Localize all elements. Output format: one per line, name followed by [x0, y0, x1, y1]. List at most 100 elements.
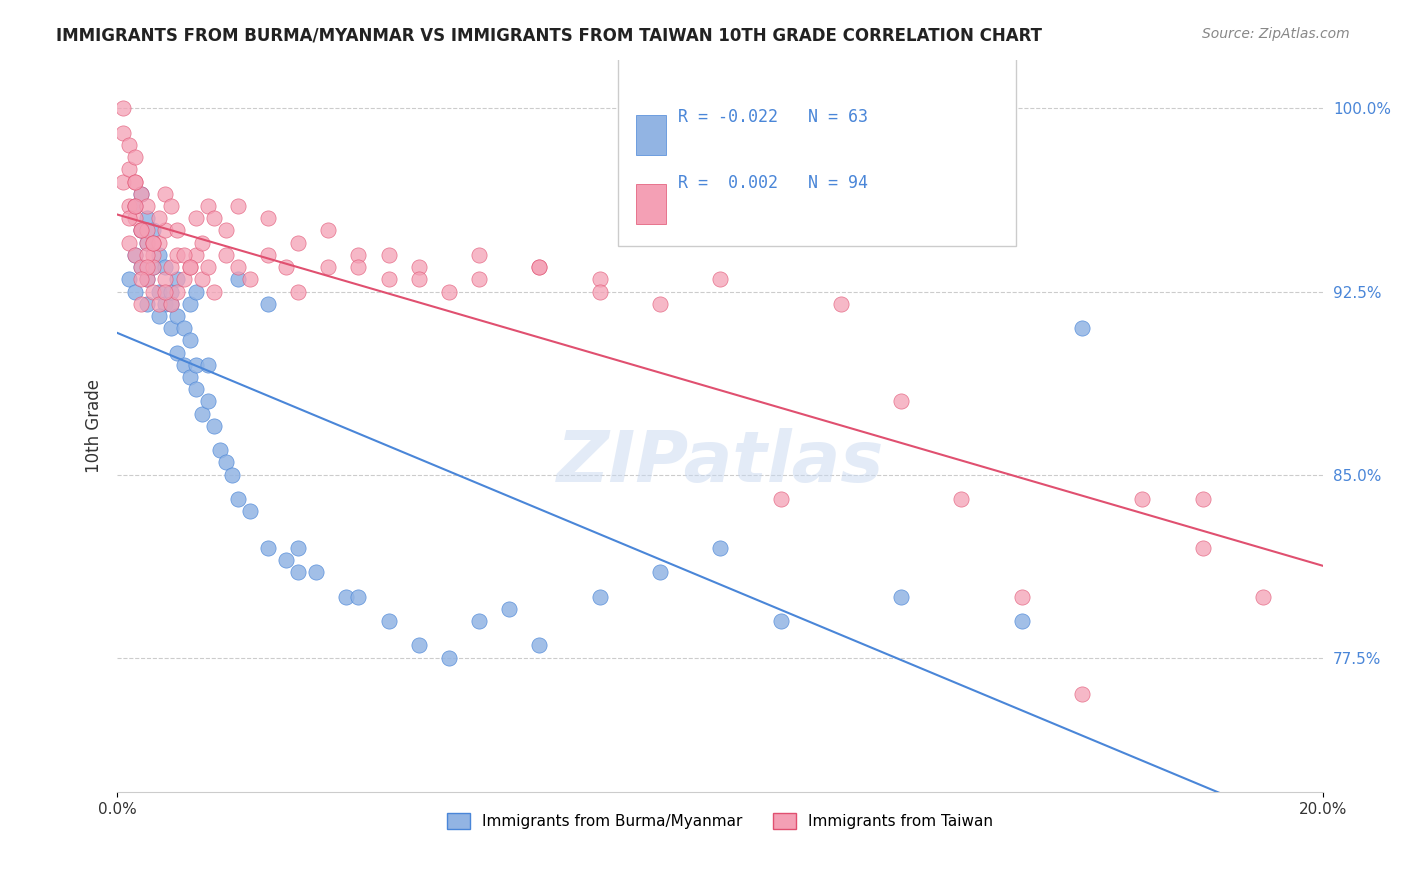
- Point: [142, 285, 165, 299]
- Point: [305, 566, 328, 580]
- Point: [890, 394, 912, 409]
- Point: [136, 260, 159, 274]
- Point: [257, 248, 280, 262]
- Point: [950, 491, 973, 506]
- Point: [148, 211, 170, 226]
- Point: [1191, 491, 1213, 506]
- Point: [142, 260, 165, 274]
- Point: [148, 296, 170, 310]
- Point: [142, 235, 165, 250]
- Point: [316, 260, 339, 274]
- Point: [226, 199, 249, 213]
- Point: [437, 650, 460, 665]
- Point: [377, 272, 399, 286]
- Point: [408, 639, 430, 653]
- Point: [347, 248, 370, 262]
- Point: [155, 285, 177, 299]
- Point: [124, 175, 146, 189]
- Point: [131, 272, 153, 286]
- Point: [124, 175, 146, 189]
- Point: [118, 138, 141, 153]
- Point: [468, 248, 491, 262]
- Point: [215, 248, 238, 262]
- Point: [148, 309, 170, 323]
- Point: [155, 223, 177, 237]
- Point: [136, 235, 159, 250]
- Point: [131, 296, 153, 310]
- Point: [136, 223, 159, 237]
- Point: [142, 248, 165, 262]
- Point: [136, 272, 159, 286]
- Text: ZIPatlas: ZIPatlas: [557, 428, 884, 497]
- Point: [131, 223, 153, 237]
- Point: [184, 358, 207, 372]
- Point: [347, 590, 370, 604]
- Point: [274, 553, 297, 567]
- Point: [197, 199, 219, 213]
- Point: [173, 248, 195, 262]
- Point: [136, 248, 159, 262]
- Y-axis label: 10th Grade: 10th Grade: [86, 379, 103, 473]
- Point: [142, 260, 165, 274]
- Point: [112, 175, 135, 189]
- Point: [124, 199, 146, 213]
- Point: [179, 260, 201, 274]
- Point: [1011, 614, 1033, 628]
- Point: [184, 211, 207, 226]
- Point: [221, 467, 243, 482]
- Point: [142, 223, 165, 237]
- Point: [124, 199, 146, 213]
- Point: [1130, 491, 1153, 506]
- Point: [498, 602, 520, 616]
- Point: [709, 541, 731, 555]
- Point: [160, 296, 183, 310]
- Point: [226, 260, 249, 274]
- Point: [173, 358, 195, 372]
- Point: [468, 614, 491, 628]
- Text: IMMIGRANTS FROM BURMA/MYANMAR VS IMMIGRANTS FROM TAIWAN 10TH GRADE CORRELATION C: IMMIGRANTS FROM BURMA/MYANMAR VS IMMIGRA…: [56, 27, 1042, 45]
- Point: [215, 223, 238, 237]
- Point: [588, 272, 610, 286]
- Point: [588, 285, 610, 299]
- Point: [190, 407, 212, 421]
- Point: [136, 199, 159, 213]
- Point: [166, 223, 188, 237]
- Point: [160, 260, 183, 274]
- Point: [184, 285, 207, 299]
- Point: [173, 321, 195, 335]
- Point: [830, 296, 852, 310]
- Legend: Immigrants from Burma/Myanmar, Immigrants from Taiwan: Immigrants from Burma/Myanmar, Immigrant…: [441, 807, 1000, 836]
- Point: [155, 296, 177, 310]
- Point: [131, 186, 153, 201]
- Point: [197, 260, 219, 274]
- Point: [179, 370, 201, 384]
- Point: [197, 358, 219, 372]
- Point: [155, 260, 177, 274]
- Point: [226, 491, 249, 506]
- Point: [257, 211, 280, 226]
- Point: [287, 235, 309, 250]
- Point: [202, 285, 225, 299]
- Point: [142, 235, 165, 250]
- Point: [769, 491, 792, 506]
- Point: [160, 199, 183, 213]
- Point: [118, 199, 141, 213]
- Point: [124, 199, 146, 213]
- Point: [179, 334, 201, 348]
- Point: [112, 102, 135, 116]
- Point: [529, 639, 551, 653]
- Point: [287, 285, 309, 299]
- Point: [1071, 687, 1094, 701]
- Point: [648, 296, 671, 310]
- Point: [118, 162, 141, 177]
- Point: [769, 614, 792, 628]
- Point: [131, 223, 153, 237]
- Point: [155, 272, 177, 286]
- Point: [1251, 590, 1274, 604]
- Point: [118, 272, 141, 286]
- Point: [166, 309, 188, 323]
- Point: [202, 211, 225, 226]
- Point: [166, 272, 188, 286]
- Point: [190, 235, 212, 250]
- Point: [160, 285, 183, 299]
